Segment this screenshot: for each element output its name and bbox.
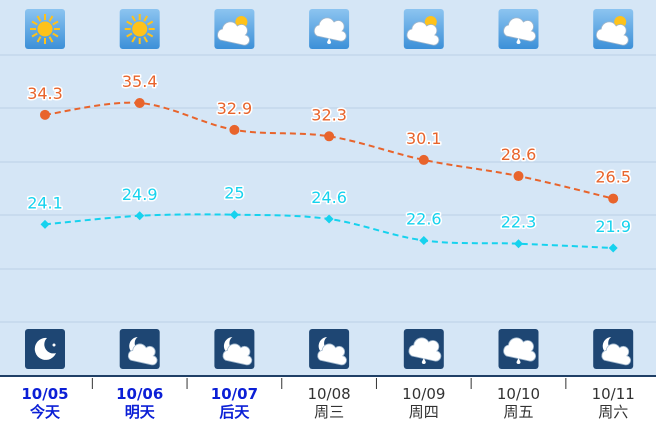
point xyxy=(324,131,335,142)
value-label: 32.9 xyxy=(217,99,253,118)
point xyxy=(419,235,429,245)
value-label: 24.1 xyxy=(27,193,63,212)
sun-ray xyxy=(48,36,54,43)
value-label: 24.9 xyxy=(122,185,158,204)
date-label: 10/06 xyxy=(116,385,163,403)
sun-ray xyxy=(31,32,38,38)
plot-background xyxy=(0,0,656,376)
date-label: 10/10 xyxy=(497,385,540,403)
cloud xyxy=(217,21,250,46)
point xyxy=(40,109,50,120)
point xyxy=(134,98,145,108)
sun xyxy=(37,21,53,37)
value-label: 21.9 xyxy=(595,217,631,236)
cloud xyxy=(595,21,629,46)
sun-ray xyxy=(52,20,59,26)
weather-icon xyxy=(403,329,444,369)
weather-icon xyxy=(498,9,539,49)
weather-icon xyxy=(119,329,160,369)
weather-icon xyxy=(25,329,65,369)
value-label: 30.1 xyxy=(406,129,442,148)
star xyxy=(52,343,56,347)
sun-ray xyxy=(146,20,154,26)
date-label: 10/07 xyxy=(211,385,258,403)
value-label: 32.3 xyxy=(311,105,347,124)
weekday-label: 明天 xyxy=(125,403,156,421)
sun-ray xyxy=(126,32,133,38)
cloud xyxy=(313,17,347,42)
value-label: 35.4 xyxy=(122,72,158,91)
moon xyxy=(34,337,56,360)
point xyxy=(608,243,618,253)
cloud xyxy=(408,337,442,362)
drop xyxy=(516,358,521,364)
weather-icon xyxy=(25,9,65,49)
point xyxy=(418,154,429,165)
sun-ray xyxy=(36,36,42,43)
value-label: 22.3 xyxy=(501,213,537,232)
weather-icon xyxy=(498,329,539,369)
weather-icon xyxy=(593,9,634,49)
point xyxy=(229,210,239,220)
cloud xyxy=(601,343,631,366)
point xyxy=(135,211,145,221)
cloud xyxy=(503,17,536,42)
value-label: 28.6 xyxy=(501,145,537,164)
cloud xyxy=(406,21,440,46)
sun-ray xyxy=(48,15,54,22)
weekday-label: 周四 xyxy=(409,403,439,421)
sun-ray xyxy=(143,15,149,22)
weather-icon xyxy=(214,329,255,369)
weather-icon xyxy=(214,9,255,49)
value-label: 22.6 xyxy=(406,209,442,228)
value-label: 34.3 xyxy=(27,84,63,103)
sun-ray xyxy=(36,15,42,22)
weekday-label: 周三 xyxy=(314,403,344,421)
value-label: 26.5 xyxy=(595,168,631,187)
date-label: 10/05 xyxy=(21,385,68,403)
sun-ray xyxy=(131,36,137,43)
sun-ray xyxy=(52,32,59,38)
value-label: 25 xyxy=(224,184,244,203)
sun-ray xyxy=(131,15,137,22)
weather-icon xyxy=(403,9,444,49)
date-label: 10/08 xyxy=(307,385,350,403)
weather-icon xyxy=(309,9,350,49)
weekday-label: 后天 xyxy=(219,403,250,421)
point xyxy=(229,124,240,135)
date-label: 10/11 xyxy=(592,385,635,403)
drop xyxy=(516,38,521,44)
cloud xyxy=(222,343,253,366)
cloud xyxy=(317,343,347,366)
weekday-label: 周六 xyxy=(598,403,628,421)
sun xyxy=(132,21,148,37)
date-label: 10/09 xyxy=(402,385,445,403)
point xyxy=(513,171,524,182)
weather-icon xyxy=(119,9,160,49)
sun-ray xyxy=(126,20,133,26)
weekday-label: 周五 xyxy=(503,403,533,421)
date-background xyxy=(0,376,656,427)
sun-ray xyxy=(143,36,149,43)
weekday-label: 今天 xyxy=(29,403,61,421)
sun-ray xyxy=(31,20,38,26)
drop xyxy=(327,38,332,44)
point xyxy=(514,239,523,249)
point xyxy=(608,193,619,204)
value-label: 24.6 xyxy=(311,188,347,207)
grid xyxy=(0,54,656,323)
weather-icon xyxy=(593,329,634,369)
cloud xyxy=(127,343,158,366)
point xyxy=(40,219,50,229)
point xyxy=(324,214,334,224)
cloud xyxy=(503,337,536,362)
drop xyxy=(421,358,426,364)
sun-ray xyxy=(146,32,154,38)
weather-icon xyxy=(309,329,350,369)
